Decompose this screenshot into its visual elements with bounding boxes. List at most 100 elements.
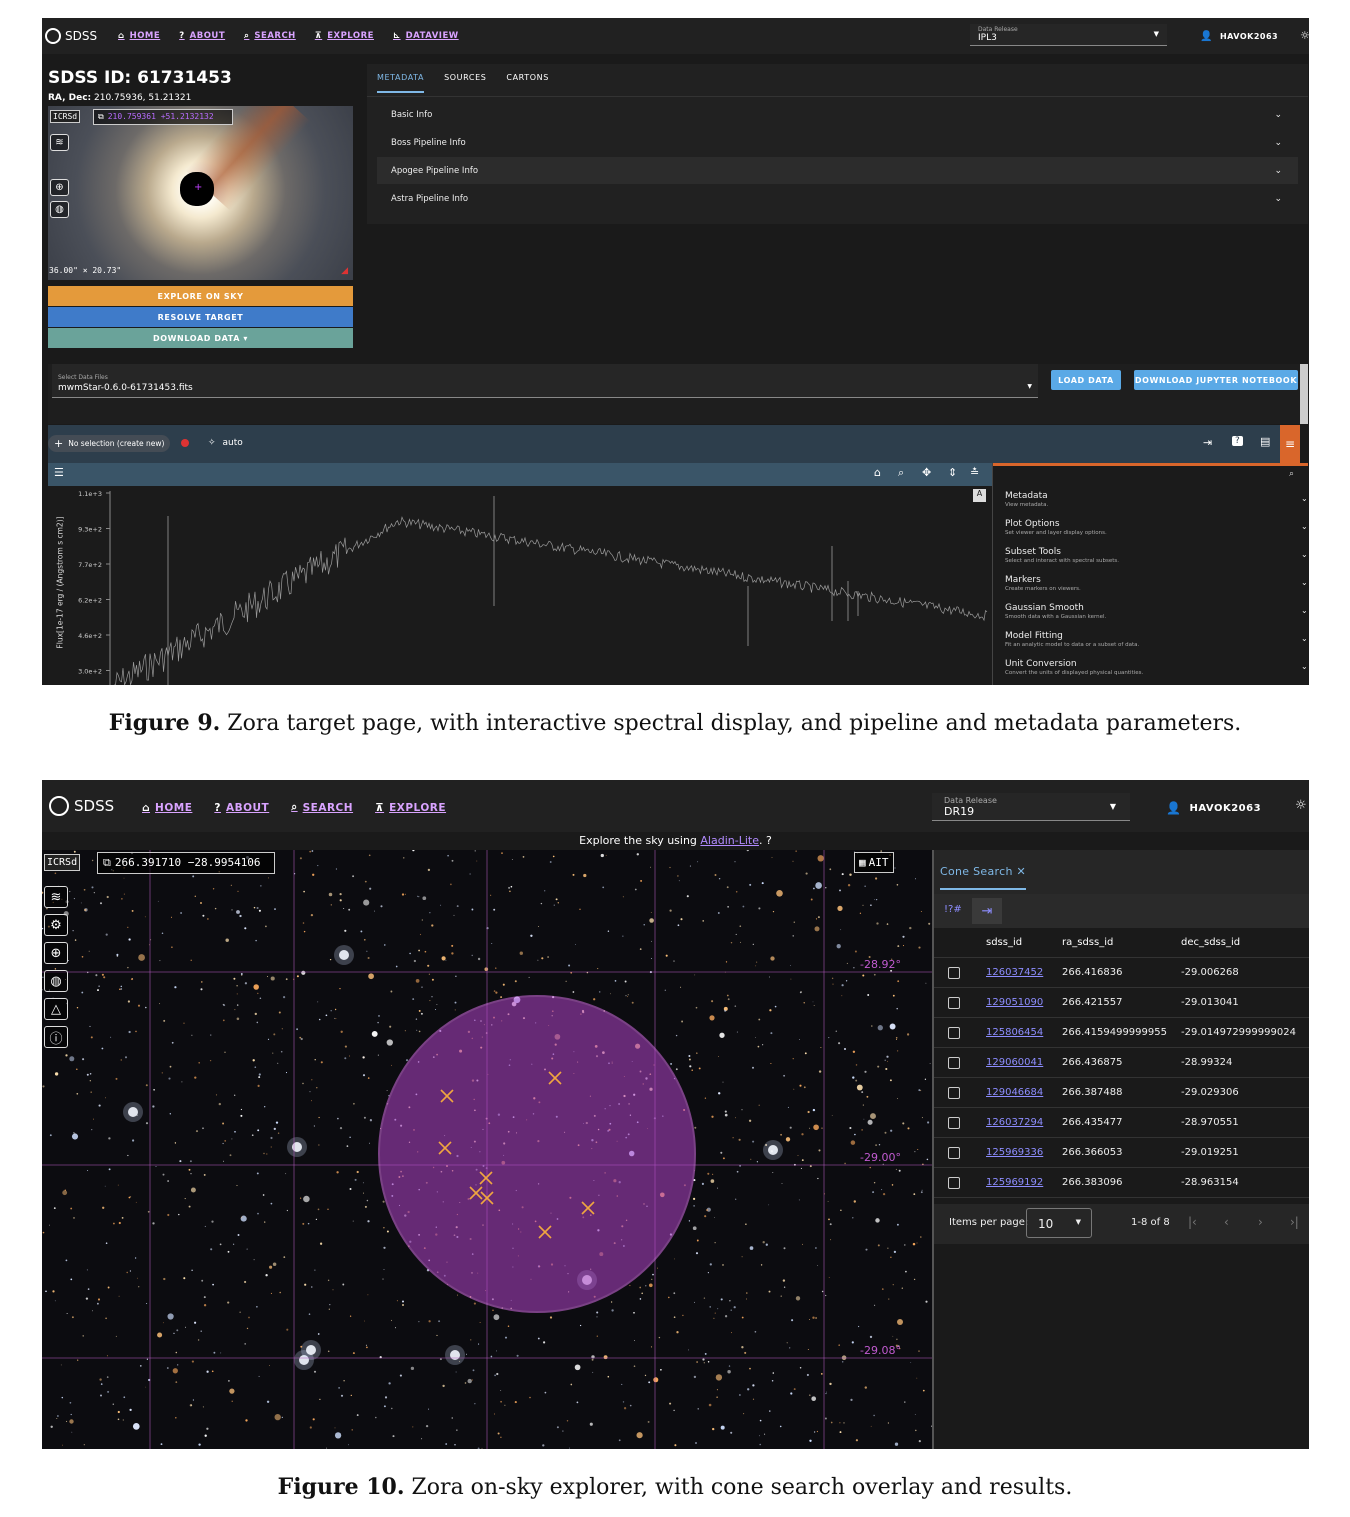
plugin-markers[interactable]: Markers Create markers on viewers. ⌄ xyxy=(1005,575,1308,592)
sdss-logo[interactable]: SDSS xyxy=(45,28,97,44)
column-header[interactable]: ra_sdss_id xyxy=(1062,937,1114,948)
accordion-apogee-pipeline-info[interactable]: Apogee Pipeline Info ⌄ xyxy=(377,157,1298,184)
table-row[interactable]: 129051090 266.421557 -29.013041 xyxy=(934,988,1309,1018)
plugin-unit-conversion[interactable]: Unit Conversion Convert the units of disp… xyxy=(1005,659,1308,676)
result-marker[interactable] xyxy=(440,1089,454,1103)
plugin-model-fitting[interactable]: Model Fitting Fit an analytic model to da… xyxy=(1005,631,1308,648)
settings-icon[interactable]: ⚙ xyxy=(44,914,68,936)
data-menu-icon[interactable]: ☰ xyxy=(54,466,64,479)
nav-link-home[interactable]: ⌂ HOME xyxy=(142,801,192,814)
next-page-icon[interactable]: › xyxy=(1258,1215,1263,1229)
tab-cone-search[interactable]: Cone Search ✕ xyxy=(940,865,1027,890)
search-icon[interactable]: ⌕ xyxy=(1289,469,1295,479)
result-marker[interactable] xyxy=(548,1071,562,1085)
export-icon[interactable]: ⇥ xyxy=(972,898,1002,924)
row-checkbox[interactable] xyxy=(948,1116,960,1129)
resolve-target-button[interactable]: RESOLVE TARGET xyxy=(48,307,353,327)
globe-icon[interactable]: ◍ xyxy=(44,970,68,992)
data-release-select[interactable]: Data Release IPL3 ▼ xyxy=(970,24,1167,46)
result-marker[interactable] xyxy=(581,1201,595,1215)
coords-input[interactable]: ⧉ 210.759361 +51.2132132 xyxy=(93,109,233,125)
plugin-tray-toggle[interactable]: ≡ xyxy=(1280,425,1300,463)
frame-selector[interactable]: ICRSd xyxy=(44,854,81,871)
sdss-id-link[interactable]: 125969192 xyxy=(986,1177,1044,1188)
copy-icon[interactable]: ⧉ xyxy=(103,856,111,869)
prev-page-icon[interactable]: ‹ xyxy=(1224,1215,1229,1229)
download-notebook-button[interactable]: DOWNLOAD JUPYTER NOTEBOOK xyxy=(1134,370,1298,390)
row-checkbox[interactable] xyxy=(948,1146,960,1159)
globe-icon[interactable]: ◍ xyxy=(50,201,69,218)
last-page-icon[interactable]: ›| xyxy=(1290,1215,1299,1229)
table-row[interactable]: 125969192 266.383096 -28.963154 xyxy=(934,1168,1309,1198)
sdss-id-link[interactable]: 129046684 xyxy=(986,1087,1044,1098)
download-data-button[interactable]: DOWNLOAD DATA ▾ xyxy=(48,328,353,348)
load-data-button[interactable]: LOAD DATA xyxy=(1051,370,1121,390)
polygon-icon[interactable]: △ xyxy=(44,998,68,1020)
sdss-id-link[interactable]: 129060041 xyxy=(986,1057,1044,1068)
accordion-astra-pipeline-info[interactable]: Astra Pipeline Info ⌄ xyxy=(377,185,1298,212)
table-row[interactable]: 126037294 266.435477 -28.970551 xyxy=(934,1108,1309,1138)
row-checkbox[interactable] xyxy=(948,1086,960,1099)
row-checkbox[interactable] xyxy=(948,966,960,979)
nav-link-about[interactable]: ? ABOUT xyxy=(214,801,269,814)
row-checkbox[interactable] xyxy=(948,1056,960,1069)
target-cutout-image[interactable]: + ICRSd ⧉ 210.759361 +51.2132132 ≋ ⊕ ◍ 36… xyxy=(48,106,353,280)
plugin-gaussian-smooth[interactable]: Gaussian Smooth Smooth data with a Gaussi… xyxy=(1005,603,1308,620)
table-row[interactable]: 129060041 266.436875 -28.99324 xyxy=(934,1048,1309,1078)
nav-link-search[interactable]: ⌕ SEARCH xyxy=(291,801,353,814)
first-page-icon[interactable]: |‹ xyxy=(1188,1215,1197,1229)
coords-input[interactable]: ⧉ 266.391710 −28.9954106 xyxy=(97,852,275,874)
nav-link-search[interactable]: ⌕ SEARCH xyxy=(244,31,296,41)
explore-on-sky-button[interactable]: EXPLORE ON SKY xyxy=(48,286,353,306)
result-marker[interactable] xyxy=(469,1186,483,1200)
copy-icon[interactable]: ⧉ xyxy=(98,112,104,121)
subset-selector[interactable]: + No selection (create new) xyxy=(48,435,170,452)
user-menu[interactable]: 👤 HAVOK2063 xyxy=(1200,31,1278,42)
layers-icon[interactable]: ≋ xyxy=(44,886,68,908)
nav-link-home[interactable]: ⌂ HOME xyxy=(118,31,160,41)
nav-link-explore[interactable]: ⊼ EXPLORE xyxy=(315,31,374,41)
sky-view[interactable]: ICRSd ⧉ 266.391710 −28.9954106 ▦ AIT ≋ ⚙ ⊕… xyxy=(42,850,932,1449)
sdss-id-link[interactable]: 126037294 xyxy=(986,1117,1044,1128)
export-icon[interactable]: ⇥ xyxy=(1203,436,1213,449)
nav-link-explore[interactable]: ⊼ EXPLORE xyxy=(375,801,446,814)
data-file-select[interactable]: Select Data Files mwmStar-0.6.0-61731453… xyxy=(52,364,1038,398)
items-per-page-select[interactable]: 10 ▼ xyxy=(1026,1208,1092,1238)
table-row[interactable]: 125969336 266.366053 -29.019251 xyxy=(934,1138,1309,1168)
sdss-id-link[interactable]: 129051090 xyxy=(986,997,1044,1008)
column-header[interactable]: dec_sdss_id xyxy=(1181,937,1241,948)
info-icon[interactable]: ⓘ xyxy=(44,1026,68,1048)
accordion-boss-pipeline-info[interactable]: Boss Pipeline Info ⌄ xyxy=(377,129,1298,156)
projection-selector[interactable]: ▦ AIT xyxy=(854,852,894,873)
tab-metadata[interactable]: METADATA xyxy=(377,73,425,93)
result-marker[interactable] xyxy=(538,1225,552,1239)
tab-sources[interactable]: SOURCES xyxy=(444,73,487,82)
text-tool-icon[interactable]: A xyxy=(973,489,986,502)
nav-link-dataview[interactable]: ⊾ DATAVIEW xyxy=(393,31,459,41)
column-toggle-icon[interactable]: !?# xyxy=(944,904,962,915)
pan-icon[interactable]: ✥ xyxy=(922,466,932,479)
sdss-logo[interactable]: SDSS xyxy=(49,796,114,816)
mode-selector[interactable]: ✧ auto xyxy=(208,438,243,448)
plugin-subset-tools[interactable]: Subset Tools Select and interact with spe… xyxy=(1005,547,1308,564)
home-icon[interactable]: ⌂ xyxy=(874,466,881,479)
column-header[interactable]: sdss_id xyxy=(986,937,1023,948)
crosshair-icon[interactable]: ⊕ xyxy=(44,942,68,964)
range-select-icon[interactable]: ⇕ xyxy=(948,466,958,479)
row-checkbox[interactable] xyxy=(948,996,960,1009)
spectrum-plot[interactable]: 1.1e+3 9.3e+2 7.7e+2 6.2e+2 4.6e+2 3.0e+2 A F… xyxy=(48,486,992,685)
result-marker[interactable] xyxy=(479,1171,493,1185)
layers-icon[interactable]: ≋ xyxy=(50,134,69,151)
cone-search-circle[interactable] xyxy=(378,995,696,1313)
sdss-id-link[interactable]: 126037452 xyxy=(986,967,1044,978)
tune-icon[interactable]: ≛ xyxy=(970,466,980,479)
data-release-select[interactable]: Data Release DR19 ▼ xyxy=(932,793,1130,821)
scrollbar[interactable] xyxy=(1300,364,1308,424)
sdss-id-link[interactable]: 125969336 xyxy=(986,1147,1044,1158)
table-row[interactable]: 126037452 266.416836 -29.006268 xyxy=(934,958,1309,988)
row-checkbox[interactable] xyxy=(948,1026,960,1039)
frame-selector[interactable]: ICRSd xyxy=(50,110,81,123)
crosshair-icon[interactable]: ⊕ xyxy=(50,179,69,196)
sdss-id-link[interactable]: 125806454 xyxy=(986,1027,1044,1038)
theme-toggle-icon[interactable]: ☼ xyxy=(1300,29,1309,42)
